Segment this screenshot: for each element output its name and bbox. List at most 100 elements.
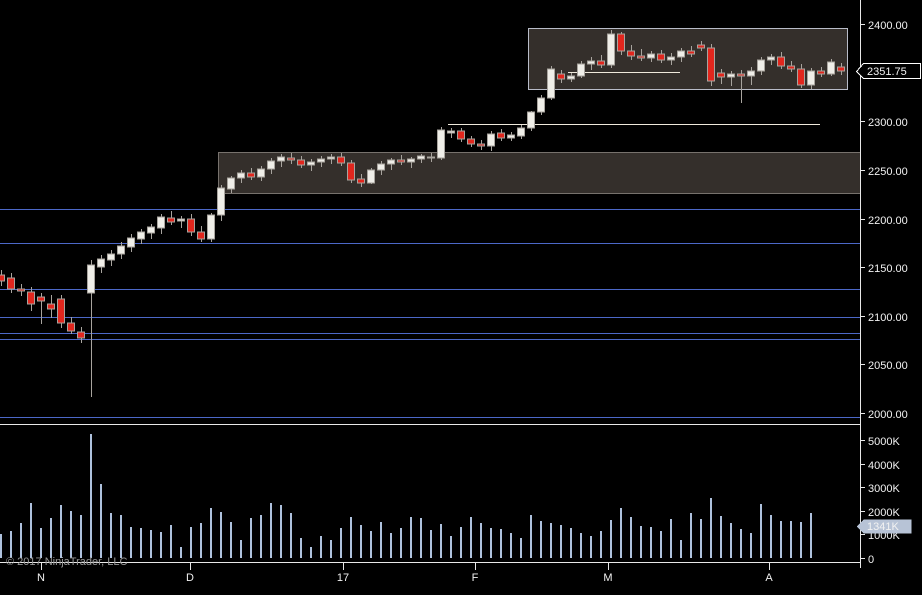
volume-bar xyxy=(650,527,652,558)
candle-up xyxy=(237,172,245,179)
volume-bar xyxy=(720,516,722,558)
candle-up xyxy=(407,158,415,163)
volume-bar xyxy=(400,528,402,558)
volume-bar xyxy=(370,531,372,558)
candle-down xyxy=(497,132,505,139)
candle-up xyxy=(537,97,545,113)
volume-bar xyxy=(500,529,502,558)
candle-up xyxy=(257,168,265,178)
candle-up xyxy=(157,216,165,229)
volume-bar xyxy=(640,526,642,558)
last-price-badge-label: 2351.75 xyxy=(867,66,907,78)
volume-bar xyxy=(700,519,702,558)
candle-down xyxy=(637,55,645,59)
candle-up xyxy=(367,169,375,184)
volume-bar xyxy=(190,527,192,558)
candle-down xyxy=(797,68,805,86)
volume-bar xyxy=(330,540,332,558)
volume-bar xyxy=(530,515,532,558)
candle-up xyxy=(87,264,95,294)
volume-tick-label: 3000K xyxy=(868,483,900,495)
candle-down xyxy=(617,33,625,52)
candle-down xyxy=(467,138,475,145)
candle-up xyxy=(587,60,595,65)
volume-bar xyxy=(590,536,592,558)
candle-down xyxy=(697,44,705,49)
volume-bar xyxy=(680,540,682,558)
volume-bar xyxy=(450,536,452,558)
candle-up xyxy=(577,63,585,77)
volume-bar xyxy=(170,525,172,558)
candle-up xyxy=(417,155,425,160)
volume-bar xyxy=(750,533,752,558)
candle-down xyxy=(707,47,715,82)
candle-down xyxy=(27,291,35,305)
volume-bar xyxy=(350,517,352,558)
volume-bar xyxy=(630,517,632,558)
volume-bar xyxy=(280,505,282,558)
price-tick-label: 2100.00 xyxy=(868,312,908,324)
time-tick-label: D xyxy=(186,572,194,584)
candle-up xyxy=(387,159,395,165)
volume-bar xyxy=(320,536,322,558)
candle-up xyxy=(177,218,185,222)
volume-bar xyxy=(670,519,672,558)
volume-bar xyxy=(800,522,802,558)
volume-bar xyxy=(270,503,272,558)
support-level-lines[interactable] xyxy=(0,209,860,418)
volume-bar xyxy=(440,524,442,558)
price-axis[interactable]: 2400.00 2300.00 2250.00 2200.00 2150.00 2100.… xyxy=(860,20,908,421)
candle-down xyxy=(17,288,25,292)
volume-bar xyxy=(180,547,182,558)
volume-tick-label: 5000K xyxy=(868,436,900,448)
volume-bar xyxy=(200,523,202,558)
price-tick-label: 2000.00 xyxy=(868,409,908,421)
candle-down xyxy=(477,143,485,147)
volume-bar xyxy=(810,513,812,558)
last-volume-badge-shape xyxy=(856,519,912,534)
volume-bar xyxy=(740,529,742,558)
volume-bar xyxy=(420,518,422,558)
candle-down xyxy=(627,50,635,57)
volume-bar xyxy=(430,530,432,558)
volume-bar xyxy=(520,538,522,558)
price-tick-label: 2250.00 xyxy=(868,166,908,178)
time-axis[interactable]: N D 17 F M A xyxy=(37,563,773,584)
volume-bar xyxy=(250,518,252,558)
volume-bar xyxy=(340,528,342,558)
volume-bar xyxy=(390,533,392,558)
candle-down xyxy=(247,172,255,178)
candle-down xyxy=(397,159,405,163)
candle-up xyxy=(677,50,685,58)
candle-down xyxy=(67,322,75,332)
volume-bar xyxy=(70,511,72,558)
consolidation-boxes[interactable] xyxy=(218,28,861,194)
volume-bar xyxy=(660,531,662,558)
volume-bar xyxy=(550,523,552,558)
last-volume-badge: 1341K xyxy=(856,519,912,534)
volume-bar xyxy=(690,513,692,558)
candle-up xyxy=(607,33,615,66)
candle-down xyxy=(347,162,355,181)
candle-down xyxy=(187,218,195,233)
candle-up xyxy=(507,134,515,139)
candle-down xyxy=(297,159,305,166)
last-price-badge-shape xyxy=(855,63,921,79)
consolidation-box-2[interactable] xyxy=(528,28,848,90)
consolidation-box-1[interactable] xyxy=(218,152,861,194)
candle-down xyxy=(357,178,365,184)
last-price-badge: 2351.75 xyxy=(855,63,921,79)
candle-up xyxy=(747,70,755,77)
candle-up xyxy=(757,59,765,72)
resistance-lines[interactable] xyxy=(448,72,820,125)
candle-up xyxy=(807,70,815,86)
candle-down xyxy=(737,73,745,77)
candle-up xyxy=(767,56,775,61)
volume-bar xyxy=(360,525,362,558)
volume-bar xyxy=(710,498,712,558)
volume-bar xyxy=(220,512,222,558)
candle-down xyxy=(837,66,845,72)
candle-up xyxy=(107,253,115,261)
